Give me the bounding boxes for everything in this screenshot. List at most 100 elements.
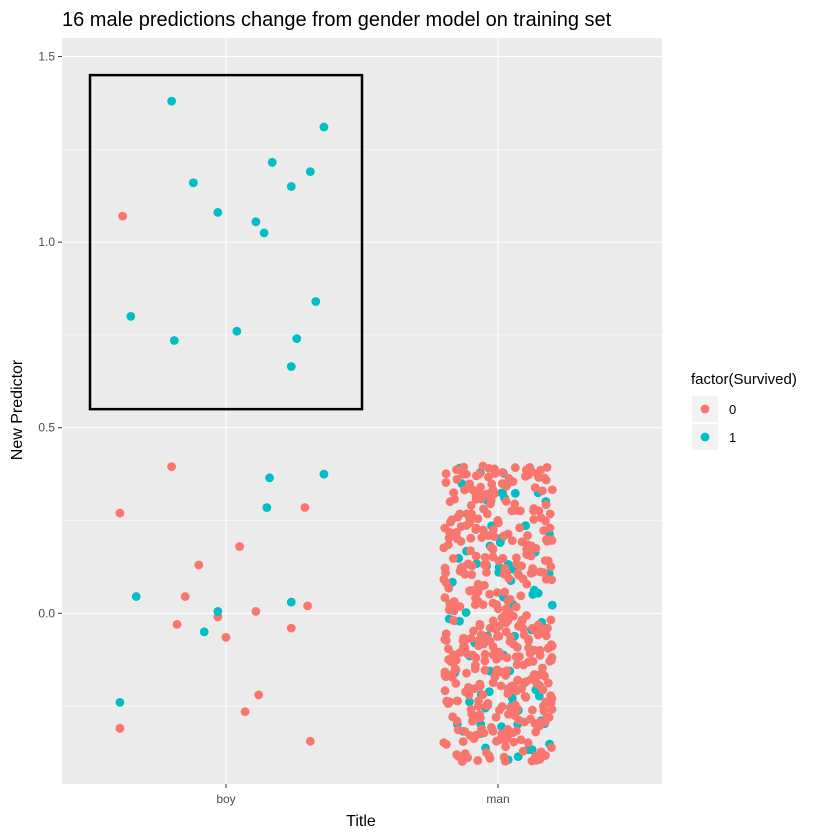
data-point-man bbox=[547, 575, 557, 585]
data-point-survived-1 bbox=[213, 607, 223, 616]
y-tick-label: 0.5 bbox=[38, 421, 55, 435]
data-point-man bbox=[465, 697, 474, 707]
data-point-survived-1 bbox=[167, 96, 177, 106]
data-point-man bbox=[494, 556, 504, 566]
data-point-man bbox=[445, 697, 455, 707]
data-point-man bbox=[523, 531, 532, 540]
data-point-survived-1 bbox=[286, 182, 296, 191]
data-point-man bbox=[466, 533, 476, 543]
data-point-man bbox=[452, 696, 462, 706]
x-axis-title: Title bbox=[346, 813, 376, 830]
data-point-man bbox=[446, 517, 455, 527]
data-point-man bbox=[537, 486, 547, 496]
data-point-survived-1 bbox=[115, 697, 125, 707]
data-point-man bbox=[440, 523, 450, 533]
data-point-survived-0 bbox=[251, 607, 261, 616]
data-point-man bbox=[461, 469, 471, 479]
data-point-man bbox=[455, 509, 465, 519]
data-point-man bbox=[491, 712, 501, 722]
data-point-man bbox=[538, 685, 548, 695]
x-axis: boy man bbox=[216, 784, 510, 806]
data-point-man bbox=[543, 678, 553, 688]
data-point-man bbox=[460, 726, 470, 736]
data-point-man bbox=[509, 685, 519, 695]
data-point-man bbox=[458, 737, 468, 746]
data-point-man bbox=[439, 543, 449, 553]
data-points bbox=[115, 96, 557, 766]
data-point-survived-1 bbox=[251, 217, 261, 227]
data-point-man bbox=[541, 500, 551, 510]
data-point-man bbox=[528, 657, 538, 666]
data-point-man bbox=[545, 509, 555, 519]
data-point-man bbox=[501, 497, 511, 506]
data-point-survived-0 bbox=[115, 723, 125, 733]
data-point-man bbox=[515, 506, 525, 516]
data-point-man bbox=[507, 536, 517, 546]
y-tick-label: 0.0 bbox=[38, 606, 55, 620]
data-point-survived-0 bbox=[194, 560, 204, 570]
data-point-man bbox=[547, 600, 557, 610]
data-point-survived-1 bbox=[311, 297, 321, 306]
data-point-man bbox=[461, 608, 471, 617]
data-point-man bbox=[455, 648, 465, 658]
y-tick-label: 1.0 bbox=[38, 235, 55, 249]
data-point-man bbox=[501, 734, 511, 744]
data-point-man bbox=[523, 550, 532, 560]
data-point-man bbox=[473, 701, 483, 711]
legend-key-0 bbox=[700, 404, 710, 414]
data-point-man bbox=[443, 644, 453, 654]
data-point-man bbox=[542, 535, 551, 544]
data-point-man bbox=[471, 551, 481, 561]
data-point-man bbox=[546, 655, 556, 665]
data-point-man bbox=[528, 564, 538, 573]
data-point-survived-1 bbox=[305, 167, 315, 177]
data-point-survived-0 bbox=[300, 503, 310, 512]
data-point-man bbox=[512, 642, 522, 652]
data-point-man bbox=[524, 470, 533, 480]
data-point-man bbox=[494, 631, 504, 641]
data-point-man bbox=[478, 525, 488, 535]
data-point-man bbox=[517, 561, 526, 571]
data-point-man bbox=[441, 629, 451, 639]
data-point-man bbox=[466, 500, 476, 510]
data-point-man bbox=[448, 616, 458, 625]
data-point-survived-0 bbox=[221, 632, 231, 642]
data-point-man bbox=[523, 540, 532, 550]
data-point-man bbox=[516, 591, 526, 601]
data-point-survived-0 bbox=[235, 542, 245, 551]
data-point-man bbox=[482, 567, 491, 577]
data-point-man bbox=[495, 538, 505, 547]
data-point-man bbox=[467, 570, 477, 580]
data-point-man bbox=[488, 616, 498, 626]
data-point-man bbox=[451, 655, 461, 665]
data-point-man bbox=[448, 712, 458, 722]
data-point-man bbox=[492, 736, 501, 746]
data-point-man bbox=[492, 588, 502, 597]
data-point-man bbox=[513, 675, 523, 685]
data-point-man bbox=[510, 463, 520, 472]
data-point-man bbox=[501, 742, 511, 752]
data-point-man bbox=[480, 580, 489, 590]
data-point-man bbox=[538, 663, 547, 673]
data-point-man bbox=[488, 642, 498, 652]
data-point-man bbox=[441, 568, 450, 578]
data-point-man bbox=[470, 714, 480, 724]
data-point-man bbox=[441, 469, 451, 479]
data-point-survived-0 bbox=[286, 623, 296, 633]
legend: factor(Survived) 0 1 bbox=[691, 371, 797, 450]
data-point-man bbox=[490, 672, 500, 682]
data-point-man bbox=[531, 543, 541, 553]
data-point-man bbox=[524, 636, 534, 646]
data-point-man bbox=[546, 615, 556, 625]
data-point-man bbox=[534, 473, 544, 482]
data-point-man bbox=[506, 632, 516, 642]
y-axis: 0.0 0.5 1.0 1.5 bbox=[38, 50, 62, 620]
data-point-man bbox=[452, 534, 462, 544]
data-point-man bbox=[480, 649, 490, 659]
data-point-man bbox=[447, 600, 456, 610]
data-point-survived-1 bbox=[213, 208, 223, 217]
data-point-man bbox=[496, 651, 505, 661]
data-point-man bbox=[510, 488, 520, 498]
data-point-man bbox=[530, 483, 540, 493]
